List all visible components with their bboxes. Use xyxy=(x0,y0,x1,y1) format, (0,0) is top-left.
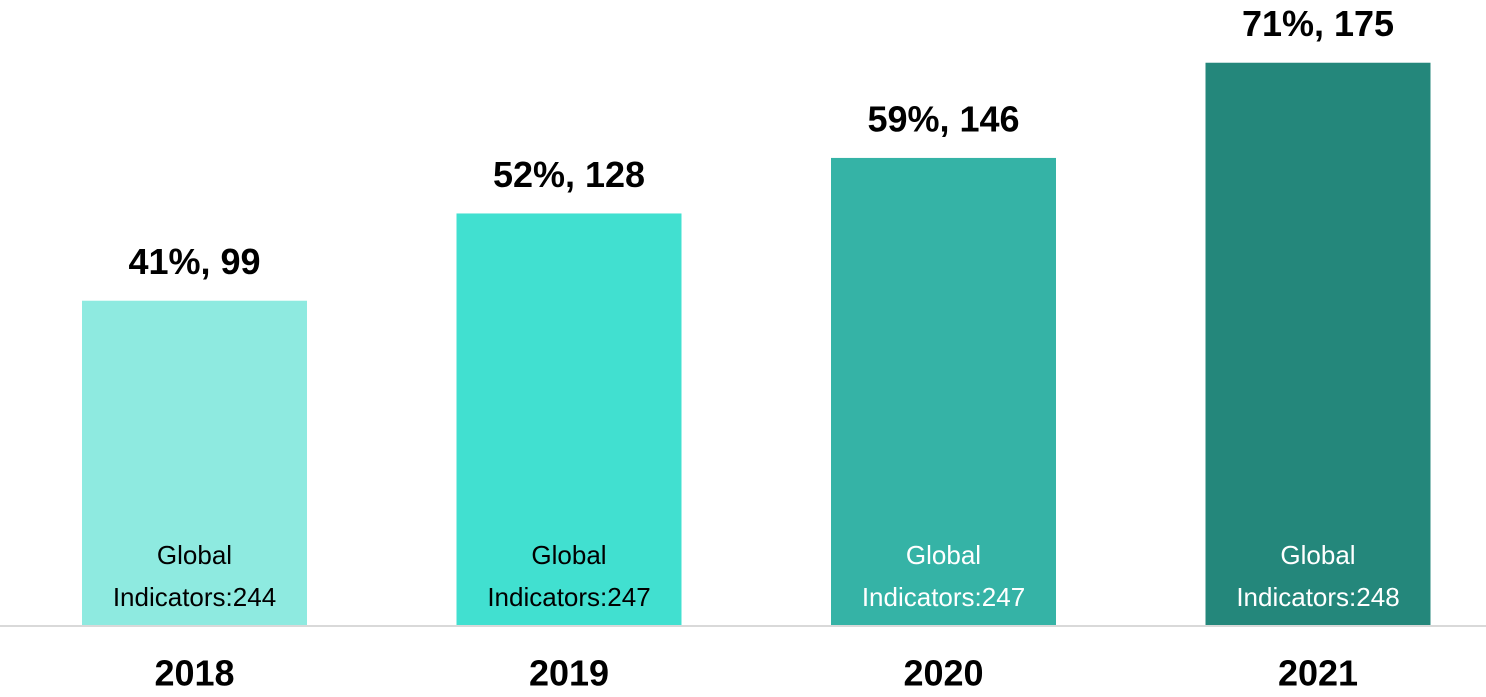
inner-label: Global xyxy=(1280,540,1355,570)
bar xyxy=(456,213,682,626)
x-tick-label: 2021 xyxy=(1278,653,1358,694)
inner-label: Indicators:244 xyxy=(113,582,276,612)
inner-label: Indicators:247 xyxy=(862,582,1025,612)
bar xyxy=(1205,62,1431,626)
x-tick-label: 2018 xyxy=(154,653,234,694)
value-label: 59%, 146 xyxy=(867,98,1019,139)
value-label: 52%, 128 xyxy=(493,154,645,195)
inner-label: Global xyxy=(531,540,606,570)
bar xyxy=(82,300,307,626)
inner-label: Global xyxy=(906,540,981,570)
value-label: 41%, 99 xyxy=(128,241,260,282)
x-tick-label: 2019 xyxy=(529,653,609,694)
inner-label: Global xyxy=(157,540,232,570)
x-tick-label: 2020 xyxy=(903,653,983,694)
value-label: 71%, 175 xyxy=(1242,3,1394,44)
inner-label: Indicators:247 xyxy=(487,582,650,612)
inner-label: Indicators:248 xyxy=(1236,582,1399,612)
bar xyxy=(831,157,1056,626)
